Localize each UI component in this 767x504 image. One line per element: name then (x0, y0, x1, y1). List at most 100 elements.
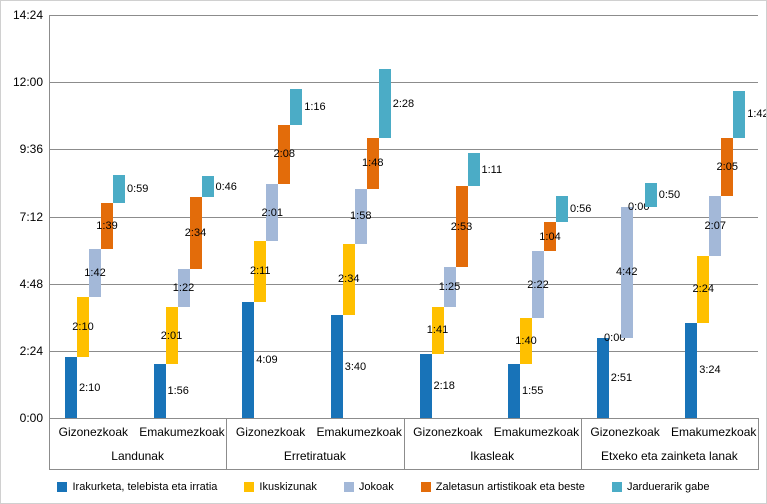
legend: Irakurketa, telebista eta irratia Ikuskiz… (1, 478, 766, 496)
legend-item: Jokoak (343, 481, 394, 493)
bar-value-label: 1:48 (362, 157, 384, 170)
bar-segment-2 (165, 307, 178, 364)
legend-label: Irakurketa, telebista eta irratia (72, 481, 218, 493)
sex-category-label: Emakumezkoak (671, 425, 757, 439)
bar-value-label: 0:46 (215, 180, 237, 193)
bar-value-label: 2:22 (527, 278, 549, 291)
bar-segment-4 (721, 138, 734, 197)
y-axis-tick-label: 0:00 (19, 411, 43, 425)
legend-swatch-icon (611, 482, 622, 492)
bar-segment-3 (89, 249, 101, 297)
bar-segment-4 (101, 202, 113, 250)
group-divider (580, 418, 582, 469)
y-gridline (49, 283, 758, 285)
bar-segment-5 (733, 90, 746, 139)
bar-segment-1 (685, 322, 698, 418)
bar-segment-5 (290, 89, 303, 125)
y-gridline (49, 82, 758, 84)
bar-value-label: 1:42 (84, 266, 106, 279)
y-axis-line (49, 15, 50, 469)
bar-value-label: 1:25 (438, 280, 461, 293)
bar-value-label: 4:09 (256, 353, 278, 366)
bar-segment-1 (65, 357, 77, 418)
bar-value-label: 2:11 (249, 265, 271, 278)
group-label: Erretiratuak (283, 449, 346, 463)
group-label: Landunak (111, 449, 164, 463)
bar-segment-3 (266, 184, 279, 241)
bar-segment-3 (709, 196, 722, 256)
bar-segment-4 (544, 221, 556, 252)
y-axis-tick-label: 2:24 (19, 343, 43, 358)
bar-segment-2 (431, 306, 444, 354)
bar-value-label: 4:42 (616, 266, 638, 279)
sex-category-label: Gizonezkoak (590, 425, 660, 439)
bar-value-label: 2:01 (261, 206, 283, 219)
legend-label: Jokoak (358, 481, 394, 493)
bar-segment-1 (153, 363, 166, 418)
bar-value-label: 1:39 (96, 220, 118, 233)
bar-value-label: 2:53 (450, 220, 473, 233)
bar-value-label: 0:00 (604, 332, 626, 345)
bar-segment-3 (354, 188, 367, 244)
sex-category-label: Gizonezkoak (58, 425, 128, 439)
group-label: Etxeko eta zainketa lanak (600, 449, 738, 463)
bar-segment-5 (467, 153, 480, 187)
bar-segment-4 (455, 186, 468, 267)
bar-segment-1 (330, 315, 343, 418)
bar-segment-1 (419, 353, 432, 418)
bar-value-label: 1:58 (350, 210, 372, 223)
bar-segment-2 (342, 243, 355, 316)
legend-swatch-icon (420, 482, 431, 492)
bar-value-label: 2:28 (392, 97, 415, 110)
sex-category-label: Emakumezkoak (493, 425, 580, 439)
bar-segment-5 (556, 195, 568, 222)
bar-value-label: 2:34 (338, 273, 360, 286)
sex-category-label: Gizonezkoak (235, 425, 306, 439)
bar-segment-1 (508, 364, 520, 418)
y-axis-tick-label: 9:36 (19, 142, 43, 157)
bar-value-label: 1:40 (515, 335, 537, 348)
legend-label: Zaletasun artistikoak eta beste (435, 481, 585, 493)
bar-value-label: 1:56 (167, 384, 189, 397)
bar-value-label: 2:24 (692, 283, 714, 296)
bar-value-label: 2:07 (704, 220, 726, 233)
bar-value-label: 1:16 (304, 100, 326, 113)
y-axis-tick-label: 14:24 (12, 8, 43, 22)
bar-segment-4 (366, 138, 379, 189)
sex-category-label: Gizonezkoak (413, 425, 483, 439)
y-axis-tick-label: 7:12 (19, 209, 43, 224)
bar-segment-3 (620, 206, 633, 339)
bar-segment-2 (697, 255, 710, 323)
bar-value-label: 2:08 (273, 148, 295, 161)
legend-label: Jarduerarik gabe (626, 481, 710, 493)
bar-value-label: 1:22 (172, 282, 195, 295)
bar-value-label: 3:24 (699, 364, 721, 377)
legend-item: Jarduerarik gabe (611, 481, 710, 493)
bar-segment-3 (443, 266, 456, 307)
bar-segment-5 (113, 175, 125, 203)
group-divider (226, 418, 228, 469)
legend-swatch-icon (244, 482, 255, 492)
y-gridline (49, 149, 758, 151)
y-gridline (49, 216, 758, 218)
category-band-bottom-border (49, 469, 759, 470)
bar-value-label: 2:05 (716, 161, 738, 174)
group-label: Ikasleak (470, 449, 515, 463)
bar-value-label: 0:59 (127, 183, 149, 196)
legend-swatch-icon (57, 482, 68, 492)
bar-segment-2 (77, 296, 89, 358)
bar-segment-2 (254, 240, 267, 302)
legend-label: Ikuskizunak (259, 481, 317, 493)
bar-value-label: 1:42 (747, 108, 767, 121)
bar-value-label: 0:50 (658, 189, 681, 202)
y-gridline (49, 350, 758, 352)
bar-value-label: 2:51 (610, 372, 633, 385)
bar-segment-4 (278, 124, 291, 185)
bar-value-label: 2:10 (72, 321, 94, 334)
bar-value-label: 1:11 (481, 163, 503, 176)
y-axis-tick-label: 12:00 (12, 75, 43, 90)
bar-value-label: 2:34 (184, 227, 207, 240)
bar-value-label: 0:00 (628, 200, 650, 213)
bar-value-label: 2:01 (160, 329, 183, 342)
